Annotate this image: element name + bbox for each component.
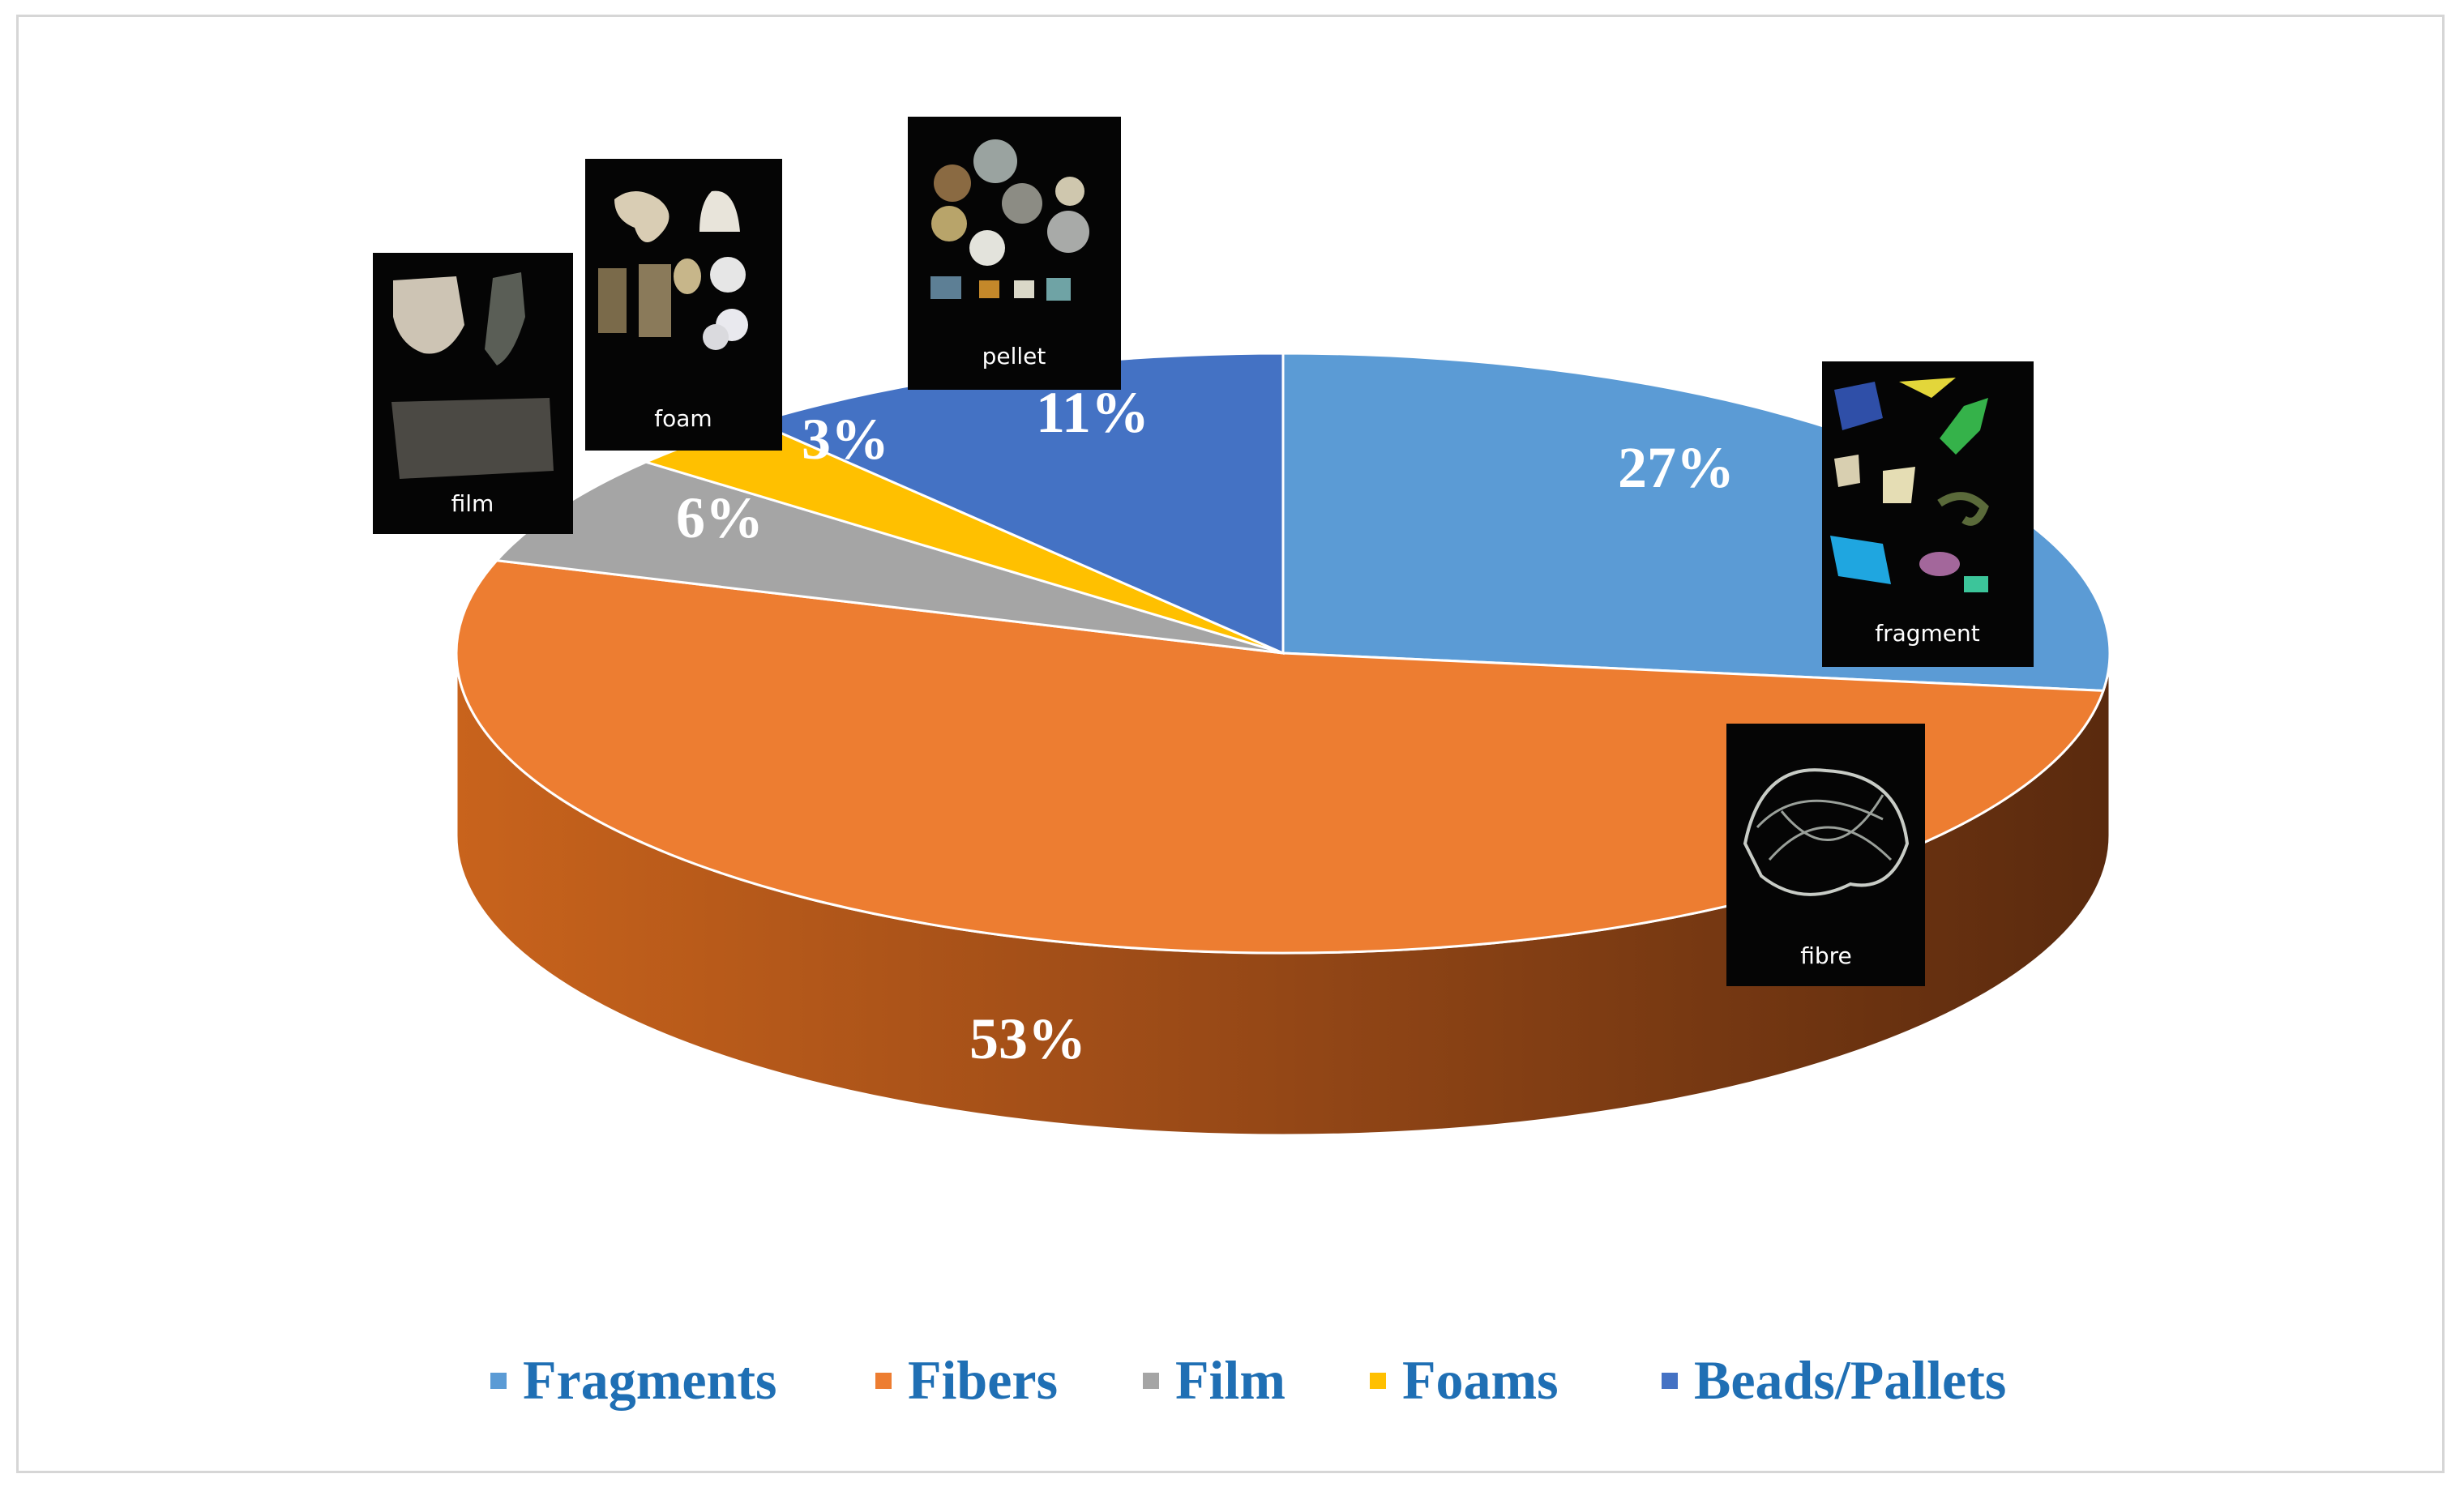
fibre-thumbnail-label: fibre — [1800, 942, 1852, 969]
legend-marker-fibers — [875, 1373, 892, 1389]
film-thumbnail: film — [373, 253, 573, 534]
legend-label-fibers: Fibers — [908, 1349, 1058, 1411]
pellet-thumbnail: pellet — [908, 117, 1121, 390]
legend-marker-foams — [1370, 1373, 1386, 1389]
legend-label-fragments: Fragments — [523, 1349, 776, 1411]
fragment-thumbnail-label: fragment — [1875, 620, 1980, 647]
pie-slice-fibers — [455, 559, 2106, 955]
chart-frame: 27% 53% 6% 3% 11% pellet foam film — [16, 15, 2445, 1473]
fragment-thumbnail: fragment — [1822, 361, 2034, 667]
pellet-thumbnail-label: pellet — [982, 343, 1046, 370]
fibre-thumbnail: fibre — [1726, 724, 1925, 986]
slice-label-beads-pallets: 11% — [1036, 380, 1149, 445]
legend-label-foams: Foams — [1402, 1349, 1559, 1411]
legend: Fragments Fibers Film Foams Beads/Pallet… — [490, 1349, 2006, 1411]
foam-thumbnail: foam — [585, 159, 782, 451]
film-thumbnail-label: film — [451, 490, 494, 517]
slice-label-film: 6% — [676, 485, 764, 550]
foam-thumbnail-label: foam — [654, 405, 712, 432]
legend-marker-fragments — [490, 1373, 507, 1389]
pie-chart: 27% 53% 6% 3% 11% pellet foam film — [373, 117, 2111, 1411]
slice-label-fragments: 27% — [1618, 435, 1735, 500]
slice-label-fibers: 53% — [969, 1006, 1086, 1071]
legend-label-beads-pallets: Beads/Pallets — [1694, 1349, 2006, 1411]
slice-label-foams: 3% — [802, 407, 889, 472]
legend-label-film: Film — [1175, 1349, 1285, 1411]
legend-marker-beads-pallets — [1662, 1373, 1678, 1389]
legend-marker-film — [1143, 1373, 1159, 1389]
